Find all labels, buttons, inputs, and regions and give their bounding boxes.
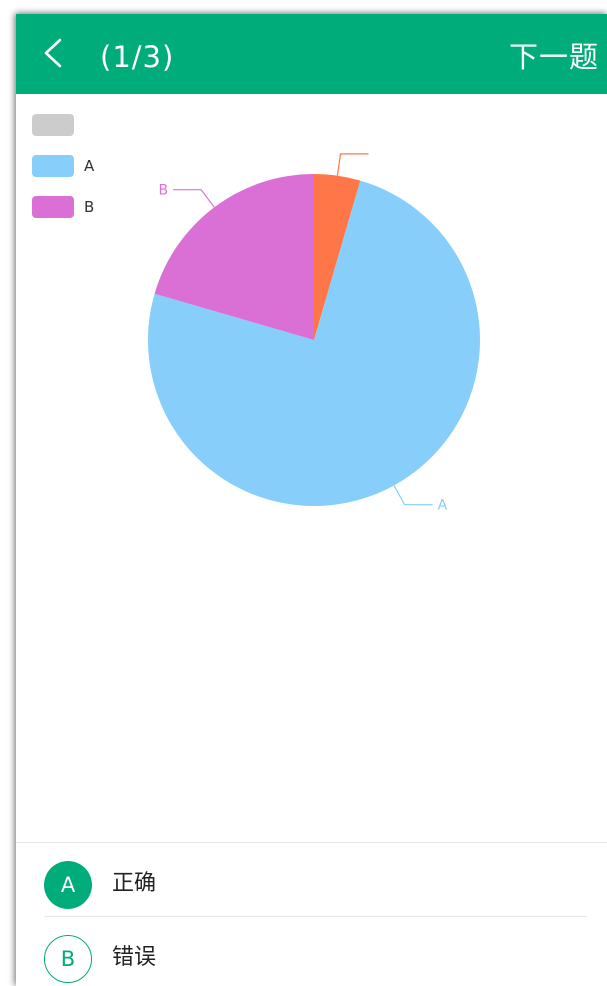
- divider: [16, 842, 607, 843]
- legend-label: A: [84, 157, 95, 175]
- chevron-left-icon: [44, 38, 62, 68]
- option-a-label: 正确: [112, 871, 157, 896]
- option-b-label: 错误: [112, 945, 157, 970]
- top-bar: (1/3) 下一题: [16, 14, 607, 94]
- option-a[interactable]: A 正确: [16, 846, 607, 918]
- pie-leader-line: [336, 153, 369, 176]
- pie-slice-b[interactable]: [154, 174, 314, 340]
- legend-swatch: [32, 155, 74, 177]
- option-b[interactable]: B 错误: [16, 920, 607, 986]
- option-divider: [44, 916, 587, 917]
- pie-leader-line: [173, 189, 215, 208]
- option-b-badge: B: [44, 935, 92, 983]
- legend-swatch: [32, 114, 74, 136]
- pie-slice-label: B: [158, 183, 168, 199]
- question-counter: (1/3): [100, 40, 175, 74]
- legend-item[interactable]: [32, 114, 152, 136]
- option-a-badge: A: [44, 861, 92, 909]
- pie-slice-label: A: [438, 498, 448, 514]
- legend-label: B: [84, 198, 95, 216]
- back-button[interactable]: [38, 36, 72, 70]
- pie-chart: AB: [147, 153, 480, 514]
- pie-slice-a[interactable]: [147, 180, 480, 506]
- legend-item[interactable]: A: [32, 155, 152, 177]
- pie-leader-line: [393, 485, 433, 506]
- legend-swatch: [32, 196, 74, 218]
- legend-item[interactable]: B: [32, 196, 152, 218]
- next-question-button[interactable]: 下一题: [508, 40, 599, 74]
- pie-slice-unlabeled[interactable]: [314, 174, 361, 340]
